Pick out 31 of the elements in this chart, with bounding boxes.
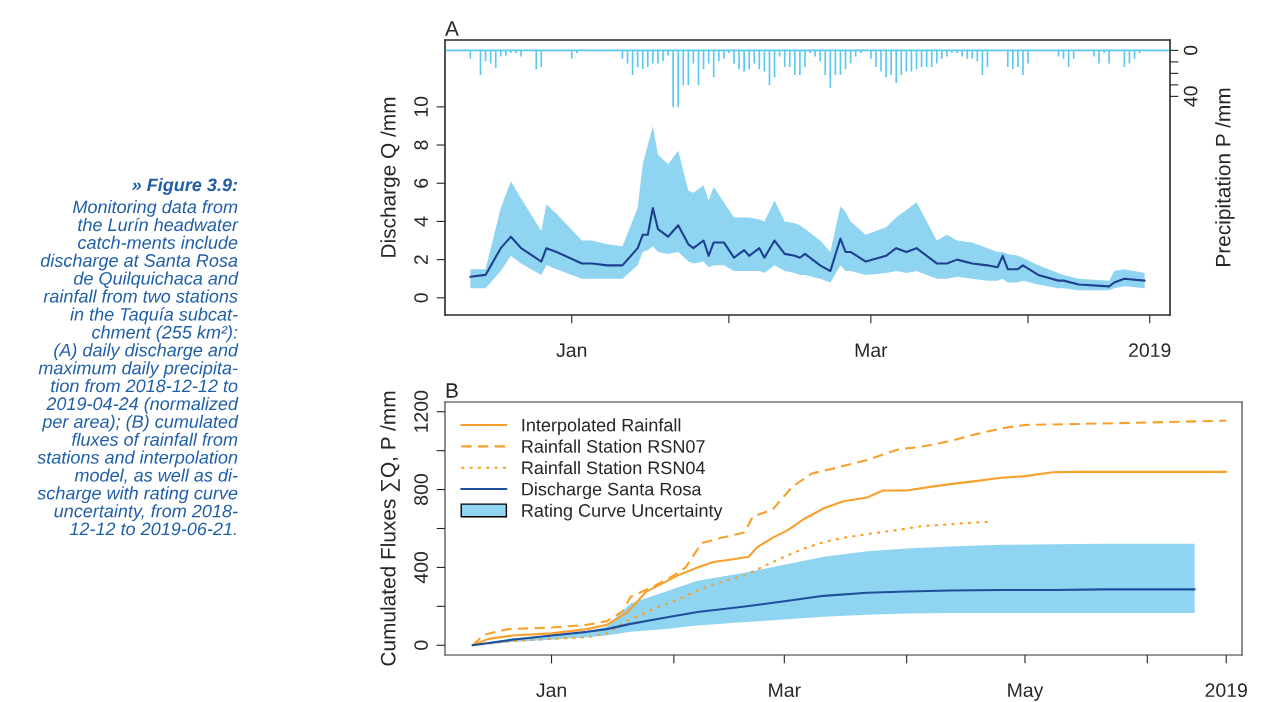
y2-axis-title: Precipitation P /mm — [1215, 88, 1235, 266]
text: Monitoring data from the Lurín headwater catch-ments include discharge at Santa Rosa de Quilquichaca and rainfall from two stations in the Taquía subcat- chment (255 km²): (A) daily discharge and maximum daily precipita- tion from 2018-12-12 to 2019-04-24 (normalized per area); (B) cumulated fluxes of rainfall from stations and interpolation model, as well as di- scharge with rating curve uncertainty, from 2018- 12-12 to 2019-06-21. — [37, 200, 239, 536]
y-tick-label: 1200 — [414, 390, 428, 432]
legend-label: Discharge Santa Rosa — [522, 482, 702, 500]
chart-title: A — [445, 21, 459, 36]
y-tick-label: 8 — [414, 140, 428, 150]
chart-title: B — [446, 383, 458, 398]
y2-tick-label: 40 — [1183, 86, 1198, 107]
legend-label: Rainfall Station RSN04 — [522, 460, 705, 475]
y-tick-label: 6 — [414, 178, 428, 188]
y-tick-label: 800 — [414, 474, 428, 505]
y-tick-label: 0 — [414, 293, 428, 303]
x-tick-label: Mar — [769, 683, 801, 698]
x-tick-label: Jan — [536, 683, 566, 698]
text: » Figure 3.9: — [131, 178, 238, 195]
y-tick-label: 4 — [414, 216, 428, 227]
legend-label: Rating Curve Uncertainty — [522, 503, 723, 521]
x-tick-label: 2019 — [1129, 343, 1171, 358]
y-axis-title: Discharge Q /mm — [380, 97, 400, 257]
y-tick-label: 0 — [414, 640, 428, 650]
y-tick-label: 400 — [414, 551, 428, 584]
y2-tick-label: 0 — [1183, 45, 1198, 55]
x-tick-label: Mar — [855, 343, 888, 358]
legend-label: Interpolated Rainfall — [522, 418, 681, 436]
x-tick-label: May — [1008, 683, 1044, 701]
y-tick-label: 2 — [414, 255, 428, 265]
legend-label: Rainfall Station RSN07 — [522, 439, 705, 453]
x-tick-label: 2019 — [1205, 683, 1247, 698]
y-axis-title: Cumulated Fluxes ∑Q, P /mm — [380, 391, 400, 666]
y-tick-label: 10 — [414, 96, 428, 117]
x-tick-label: Jan — [556, 343, 587, 358]
